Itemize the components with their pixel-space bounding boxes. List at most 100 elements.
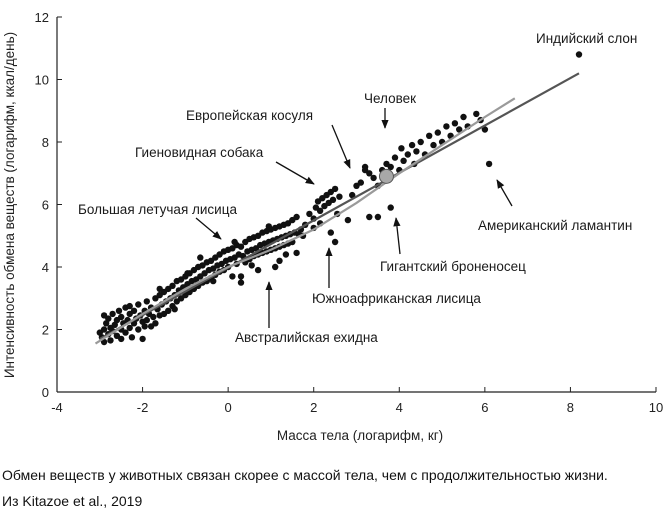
data-point bbox=[237, 243, 245, 250]
y-tick-label: 10 bbox=[35, 73, 49, 88]
data-point bbox=[329, 196, 337, 203]
x-tick-label: 4 bbox=[396, 400, 403, 415]
data-point bbox=[282, 251, 290, 258]
data-point bbox=[336, 193, 343, 200]
data-point bbox=[387, 204, 394, 211]
data-point bbox=[141, 323, 148, 330]
annotation-armadillo: Гигантский броненосец bbox=[380, 259, 526, 274]
annotation-wild-dog: Гиеновидная собака bbox=[135, 145, 264, 160]
y-tick-label: 2 bbox=[42, 323, 49, 338]
data-point bbox=[434, 129, 441, 136]
data-point bbox=[109, 310, 116, 318]
data-point bbox=[456, 126, 463, 133]
data-point bbox=[306, 210, 313, 218]
data-point bbox=[156, 285, 163, 293]
data-point bbox=[387, 163, 394, 171]
arrow-wild-dog bbox=[275, 161, 315, 185]
data-point bbox=[237, 273, 245, 280]
x-tick-label: -4 bbox=[51, 400, 63, 415]
annotation-cape-fox: Южноафриканская лисица bbox=[312, 291, 481, 306]
data-point bbox=[126, 302, 133, 310]
y-tick-label: 12 bbox=[35, 10, 49, 25]
data-point bbox=[122, 329, 129, 336]
data-point bbox=[135, 326, 142, 333]
data-point bbox=[128, 334, 136, 341]
marks-layer bbox=[94, 51, 583, 346]
data-point bbox=[254, 266, 262, 274]
x-tick-label: 10 bbox=[649, 400, 663, 415]
human-point bbox=[378, 168, 394, 184]
x-tick-label: 0 bbox=[225, 400, 232, 415]
data-point bbox=[197, 254, 204, 261]
data-point bbox=[327, 229, 334, 236]
annotation-elephant: Индийский слон bbox=[536, 31, 637, 46]
arrows-layer bbox=[195, 108, 513, 328]
data-point bbox=[408, 141, 416, 149]
data-point bbox=[115, 307, 123, 314]
data-point bbox=[248, 262, 255, 269]
data-point bbox=[152, 320, 159, 327]
y-tick-label: 6 bbox=[42, 198, 49, 213]
data-point bbox=[118, 335, 125, 343]
data-point bbox=[100, 312, 108, 319]
annotation-flying-fox: Большая летучая лисица bbox=[78, 202, 237, 217]
data-point bbox=[575, 51, 583, 58]
data-point bbox=[485, 160, 493, 168]
data-point bbox=[293, 249, 300, 257]
data-point bbox=[316, 207, 324, 214]
data-point bbox=[135, 301, 142, 308]
data-point bbox=[473, 110, 480, 118]
data-point bbox=[150, 313, 157, 321]
y-tick-label: 0 bbox=[42, 385, 49, 400]
data-point bbox=[391, 154, 399, 161]
data-point bbox=[130, 307, 138, 314]
fit-line bbox=[99, 72, 580, 340]
data-point bbox=[139, 335, 146, 343]
data-point bbox=[118, 313, 125, 321]
data-point bbox=[426, 132, 433, 139]
data-point bbox=[443, 123, 450, 130]
data-point bbox=[460, 113, 467, 121]
data-point bbox=[481, 126, 489, 133]
data-point bbox=[265, 223, 272, 230]
data-point bbox=[107, 337, 114, 344]
data-point bbox=[430, 141, 437, 149]
arrow-roe-deer bbox=[331, 124, 351, 169]
annotation-roe-deer: Европейская косуля bbox=[186, 108, 313, 123]
data-point bbox=[237, 279, 245, 286]
annotations-layer: Индийский слон Человек Европейская косул… bbox=[78, 31, 637, 345]
data-point bbox=[126, 324, 133, 332]
data-point bbox=[293, 213, 300, 221]
data-point bbox=[361, 166, 369, 174]
annotation-manatee: Американский ламантин bbox=[478, 218, 632, 233]
arrow-flying-fox bbox=[195, 217, 222, 240]
data-point bbox=[184, 270, 191, 277]
data-point bbox=[404, 151, 411, 158]
ticks-layer: -4 -2 0 2 4 6 8 10 0 2 4 6 8 10 12 bbox=[35, 10, 664, 415]
data-point bbox=[357, 179, 364, 186]
annotation-human: Человек bbox=[364, 91, 416, 106]
x-axis-label: Масса тела (логарифм, кг) bbox=[277, 428, 443, 443]
data-point bbox=[143, 298, 150, 305]
data-point bbox=[417, 138, 424, 146]
data-point bbox=[349, 191, 356, 199]
data-point bbox=[331, 185, 339, 193]
scatter-chart: -4 -2 0 2 4 6 8 10 0 2 4 6 8 10 12 Масса тела (логариф… bbox=[2, 10, 664, 443]
data-point bbox=[331, 238, 339, 246]
figure-source: Из Kitazoe et al., 2019 bbox=[2, 493, 143, 509]
data-point bbox=[169, 282, 176, 289]
arrow-manatee bbox=[496, 179, 513, 207]
data-point bbox=[229, 273, 236, 280]
figure-caption: Обмен веществ у животных связан скорее с… bbox=[2, 467, 608, 483]
x-tick-label: 8 bbox=[567, 400, 574, 415]
data-point bbox=[143, 316, 150, 324]
data-point bbox=[165, 307, 172, 314]
y-tick-label: 4 bbox=[42, 260, 49, 275]
data-point bbox=[400, 157, 407, 164]
data-point bbox=[344, 216, 352, 224]
x-tick-label: 6 bbox=[481, 400, 488, 415]
x-tick-label: 2 bbox=[310, 400, 317, 415]
data-point bbox=[210, 277, 217, 285]
fit-line bbox=[94, 97, 516, 345]
data-point bbox=[374, 213, 382, 221]
